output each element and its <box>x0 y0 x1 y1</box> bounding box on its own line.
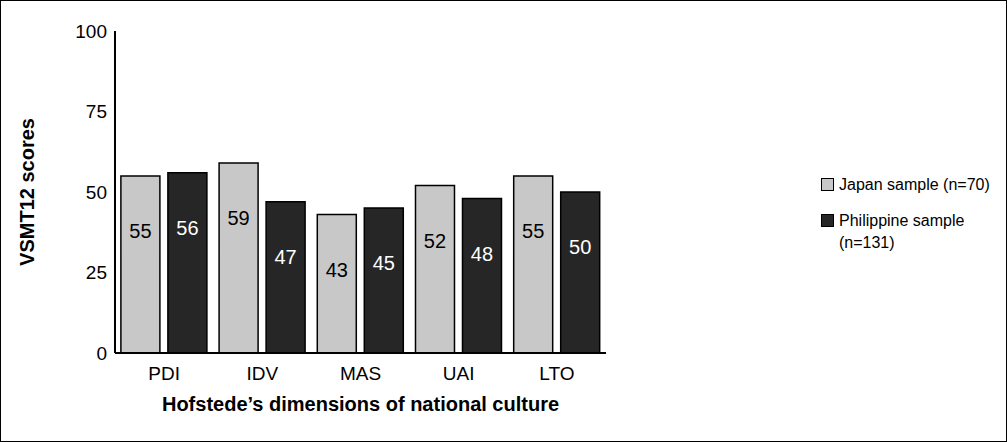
svg-text:0: 0 <box>96 343 107 364</box>
svg-text:100: 100 <box>75 21 107 42</box>
svg-text:Hofstede’s dimensions of natio: Hofstede’s dimensions of national cultur… <box>162 393 559 415</box>
svg-text:47: 47 <box>274 246 296 268</box>
svg-text:50: 50 <box>86 182 107 203</box>
html-text:Japan sample (n=70): Japan sample (n=70) <box>839 176 990 193</box>
svg-text:LTO: LTO <box>539 363 574 384</box>
svg-text:45: 45 <box>373 252 395 274</box>
html-text:Philippine sample (n=131): Philippine sample (n=131) <box>839 212 965 251</box>
svg-text:56: 56 <box>176 217 198 239</box>
svg-text:IDV: IDV <box>246 363 278 384</box>
svg-text:43: 43 <box>326 259 348 281</box>
svg-text:55: 55 <box>129 220 151 242</box>
svg-text:UAI: UAI <box>443 363 475 384</box>
svg-text:MAS: MAS <box>340 363 381 384</box>
svg-text:48: 48 <box>471 243 493 265</box>
svg-text:75: 75 <box>86 101 107 122</box>
svg-text:59: 59 <box>227 207 249 229</box>
svg-text:25: 25 <box>86 262 107 283</box>
svg-text:VSMT12 scores: VSMT12 scores <box>16 118 38 266</box>
svg-text:50: 50 <box>569 236 591 258</box>
svg-text:52: 52 <box>424 230 446 252</box>
svg-text:PDI: PDI <box>148 363 180 384</box>
svg-text:55: 55 <box>522 220 544 242</box>
